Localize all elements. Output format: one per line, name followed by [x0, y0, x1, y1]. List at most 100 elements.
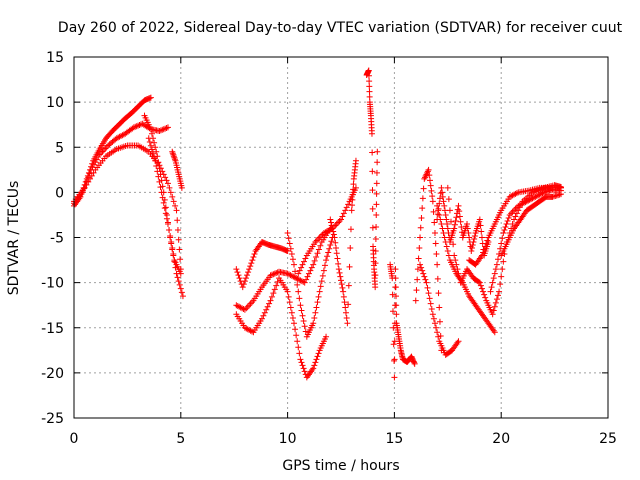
data-point	[300, 317, 307, 324]
data-point	[339, 284, 346, 291]
data-point	[338, 277, 344, 284]
data-point	[369, 205, 376, 212]
data-point	[420, 185, 427, 192]
data-point	[445, 196, 452, 203]
data-point	[327, 216, 334, 223]
data-point	[373, 223, 380, 230]
data-point	[417, 234, 424, 241]
data-point	[328, 222, 335, 229]
data-point	[155, 159, 162, 166]
data-point	[152, 144, 159, 151]
x-axis-label: GPS time / hours	[282, 458, 399, 474]
data-point	[511, 207, 518, 214]
data-point	[147, 142, 154, 149]
data-point	[287, 304, 294, 311]
data-point	[434, 261, 441, 268]
data-point	[159, 194, 166, 201]
series-arc-early-descend-2	[145, 135, 184, 277]
data-point	[90, 169, 97, 176]
data-point	[274, 278, 281, 285]
data-point	[425, 166, 432, 173]
data-point	[338, 281, 345, 288]
data-point	[348, 207, 355, 214]
data-point	[330, 231, 337, 238]
data-point	[512, 205, 519, 212]
data-point	[345, 201, 352, 208]
data-point	[318, 278, 325, 285]
data-point	[455, 202, 462, 209]
data-point	[168, 239, 175, 246]
data-point	[465, 229, 472, 236]
data-point	[392, 275, 399, 282]
data-point	[427, 177, 433, 184]
data-point	[496, 288, 503, 295]
data-point	[155, 173, 162, 180]
data-point	[448, 218, 455, 225]
data-point	[167, 232, 174, 239]
data-point	[423, 279, 430, 286]
data-point	[244, 272, 251, 279]
data-point	[374, 148, 381, 155]
data-point	[389, 308, 396, 315]
series-arc-mid-upper	[233, 239, 291, 291]
series-arc-late-3	[434, 202, 498, 336]
data-point	[342, 309, 349, 316]
data-point	[157, 127, 164, 134]
data-point	[174, 274, 181, 281]
data-point	[352, 157, 359, 164]
data-point	[324, 253, 331, 260]
data-point	[246, 266, 253, 273]
data-point	[373, 211, 380, 218]
series-arc-mid-lower	[233, 275, 330, 381]
data-point	[455, 338, 462, 345]
data-point	[500, 229, 507, 236]
data-point	[439, 225, 446, 232]
data-point	[179, 293, 186, 300]
data-point	[415, 255, 422, 262]
data-point	[350, 181, 357, 188]
data-point	[372, 236, 379, 243]
data-point	[436, 200, 443, 207]
data-point	[317, 283, 324, 290]
data-point	[293, 275, 300, 282]
data-point	[391, 356, 398, 363]
data-point	[420, 270, 427, 277]
data-point	[315, 350, 322, 357]
data-point	[81, 184, 88, 191]
data-point	[438, 220, 445, 227]
data-point	[422, 276, 429, 283]
data-point	[478, 285, 485, 292]
data-point	[479, 240, 486, 247]
data-point	[498, 240, 505, 247]
data-point	[310, 320, 317, 327]
data-point	[320, 267, 327, 274]
data-point	[103, 143, 110, 150]
data-point	[145, 135, 152, 142]
data-point	[478, 234, 485, 241]
data-point	[289, 256, 296, 263]
data-point	[289, 314, 296, 321]
data-point	[288, 251, 295, 258]
data-point	[346, 263, 353, 270]
data-point	[299, 362, 306, 369]
data-point	[365, 67, 372, 74]
data-point	[504, 217, 511, 224]
data-point	[340, 288, 347, 295]
data-marks	[71, 67, 565, 381]
data-point	[332, 239, 339, 246]
data-point	[162, 204, 169, 211]
data-point	[500, 258, 507, 265]
data-point	[453, 214, 460, 221]
data-point	[308, 264, 315, 271]
data-point	[245, 269, 252, 276]
data-point	[333, 220, 340, 227]
data-point	[329, 225, 336, 232]
data-point	[302, 255, 309, 262]
data-point	[156, 165, 163, 172]
data-point	[295, 344, 302, 351]
data-point	[417, 261, 424, 268]
data-point	[301, 368, 308, 375]
data-point	[284, 288, 291, 295]
data-point	[240, 305, 247, 312]
data-point	[285, 235, 292, 242]
